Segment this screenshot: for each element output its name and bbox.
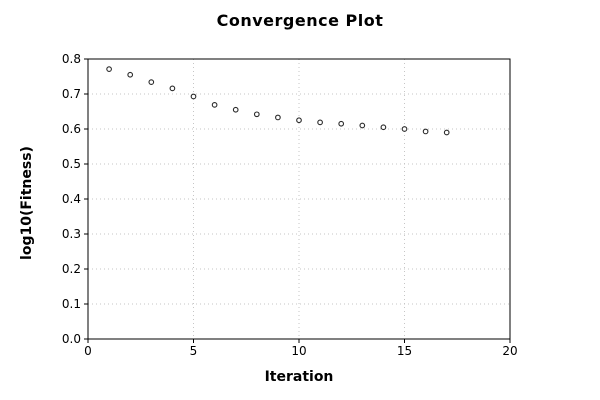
data-point (338, 120, 345, 127)
y-tick-label: 0.6 (62, 122, 81, 136)
y-tick-label: 0.3 (62, 227, 81, 241)
y-tick-label: 0.7 (62, 87, 81, 101)
data-point (127, 71, 134, 78)
x-tick-label: 15 (397, 344, 412, 358)
data-point (422, 128, 429, 135)
x-tick-label: 20 (502, 344, 517, 358)
chart-title: Convergence Plot (216, 11, 384, 30)
data-point (253, 111, 260, 118)
data-point (296, 117, 302, 124)
data-point (148, 79, 155, 85)
x-tick-label: 5 (190, 344, 198, 358)
data-point (190, 93, 197, 100)
y-tick-label: 0.0 (62, 332, 81, 346)
data-point (211, 101, 218, 108)
data-point (169, 85, 176, 92)
data-point (232, 106, 239, 113)
x-tick-label: 0 (84, 344, 92, 358)
data-point (380, 124, 387, 131)
y-tick-label: 0.8 (62, 52, 81, 66)
y-tick-label: 0.5 (62, 157, 81, 171)
data-point (401, 126, 408, 132)
data-point (443, 129, 450, 136)
x-tick-label: 10 (291, 344, 306, 358)
data-point (106, 66, 112, 72)
y-tick-label: 0.2 (62, 262, 81, 276)
x-axis-label: Iteration (264, 369, 334, 385)
y-tick-label: 0.4 (62, 192, 81, 206)
data-point (275, 114, 281, 121)
plot-border (87, 58, 511, 340)
data-point (317, 119, 323, 126)
data-point (359, 122, 366, 129)
y-tick-label: 0.1 (62, 297, 81, 311)
